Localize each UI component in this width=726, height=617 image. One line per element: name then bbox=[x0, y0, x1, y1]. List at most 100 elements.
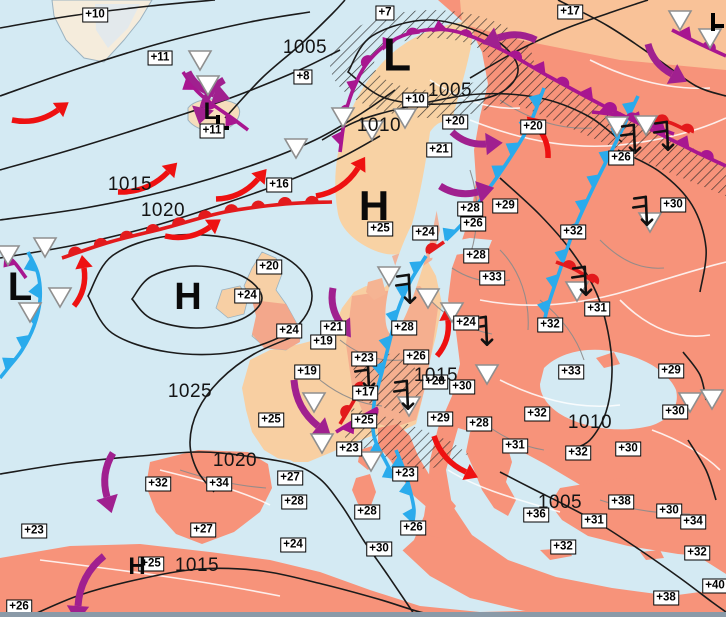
temp-label: +8 bbox=[293, 69, 313, 85]
purple-arrow-icon bbox=[290, 379, 332, 437]
temp-label: +34 bbox=[206, 476, 232, 492]
purple-arrow-icon bbox=[96, 451, 118, 514]
isobar-line bbox=[499, 177, 613, 451]
pressure-center-l: L bbox=[7, 265, 33, 309]
temp-label: +30 bbox=[615, 441, 641, 457]
shower-triangle-icon bbox=[474, 364, 500, 386]
pressure-label: 1015 bbox=[107, 174, 153, 195]
temp-label: +24 bbox=[234, 288, 260, 304]
pressure-label: 1005 bbox=[282, 37, 328, 58]
shower-triangle-icon bbox=[677, 392, 703, 414]
temp-label: +27 bbox=[190, 522, 216, 538]
temp-label: +31 bbox=[502, 438, 528, 454]
temp-label: +23 bbox=[351, 351, 377, 367]
temp-label: +32 bbox=[145, 476, 171, 492]
pressure-center-h: H bbox=[174, 275, 202, 318]
temp-label: +40 bbox=[702, 578, 726, 594]
land-cyprus bbox=[640, 550, 664, 560]
temp-label: +26 bbox=[403, 349, 429, 365]
purple-arrow-icon bbox=[482, 27, 538, 49]
temp-label: +38 bbox=[608, 494, 634, 510]
shower-triangle-icon bbox=[699, 389, 725, 411]
temp-label: +30 bbox=[366, 541, 392, 557]
temp-label: +24 bbox=[276, 323, 302, 339]
temp-label: +26 bbox=[460, 216, 486, 232]
temp-label: +25 bbox=[258, 412, 284, 428]
pressure-label: 1020 bbox=[140, 200, 186, 221]
red-arrow-icon bbox=[164, 219, 221, 241]
shower-triangle-icon bbox=[195, 75, 221, 97]
temp-label: +28 bbox=[463, 248, 489, 264]
temp-label: +26 bbox=[400, 520, 426, 536]
isobar-line bbox=[687, 439, 717, 501]
purple-arrow-icon bbox=[438, 181, 495, 203]
temp-label: +25 bbox=[138, 556, 164, 572]
land-turkey bbox=[550, 478, 726, 558]
temp-label: +32 bbox=[684, 545, 710, 561]
shower-triangle-icon bbox=[17, 302, 43, 324]
land-crimea bbox=[596, 352, 620, 368]
red-arrow-icon bbox=[71, 254, 93, 308]
temp-label: +32 bbox=[524, 406, 550, 422]
temp-label: +24 bbox=[453, 315, 479, 331]
isobar-line bbox=[0, 0, 216, 29]
isobar-line bbox=[224, 0, 346, 119]
shower-triangle-icon bbox=[283, 138, 309, 160]
pressure-center-l: L bbox=[203, 98, 219, 126]
wind-barb-icon bbox=[392, 379, 415, 411]
temp-label: +23 bbox=[392, 466, 418, 482]
shower-triangle-icon bbox=[633, 115, 659, 137]
temp-label: +24 bbox=[412, 225, 438, 241]
cold-front-line bbox=[0, 251, 43, 380]
temp-label: +10 bbox=[402, 92, 428, 108]
temp-label: +17 bbox=[352, 385, 378, 401]
temp-label: +30 bbox=[660, 197, 686, 213]
temp-label: +28 bbox=[457, 201, 483, 217]
temp-label: +30 bbox=[662, 404, 688, 420]
temp-label: +32 bbox=[537, 317, 563, 333]
warm-front-line bbox=[425, 240, 446, 255]
wind-barb-icon bbox=[631, 195, 654, 227]
shower-triangle-icon bbox=[376, 266, 402, 288]
purple-arrow-icon bbox=[644, 42, 687, 84]
land-north-africa bbox=[0, 544, 726, 617]
land-sicily bbox=[418, 518, 454, 538]
temp-label: +33 bbox=[558, 364, 584, 380]
isobar-line bbox=[321, 92, 623, 143]
shower-triangle-icon bbox=[301, 392, 327, 414]
shower-triangle-icon bbox=[439, 302, 465, 324]
temp-label: +19 bbox=[310, 334, 336, 350]
isobar-line bbox=[130, 265, 263, 329]
pressure-label: 1005 bbox=[427, 80, 473, 101]
pressure-label: 1010 bbox=[356, 115, 402, 136]
shower-triangle-icon bbox=[392, 108, 418, 130]
temp-label: +26 bbox=[6, 599, 32, 615]
wind-barb-icon bbox=[652, 120, 675, 152]
hatch-area bbox=[330, 10, 534, 118]
temp-label: +23 bbox=[21, 523, 47, 539]
temp-label: +32 bbox=[550, 539, 576, 555]
isobar-line bbox=[499, 471, 726, 613]
temp-label: +32 bbox=[565, 445, 591, 461]
isobar-line bbox=[0, 451, 417, 617]
purple-arrow-icon bbox=[184, 70, 231, 105]
temp-label: +20 bbox=[520, 119, 546, 135]
occluded-front-line bbox=[331, 20, 726, 168]
temp-label: +21 bbox=[320, 320, 346, 336]
pressure-center-l: L bbox=[382, 28, 412, 81]
shower-symbols bbox=[0, 10, 725, 473]
temp-label: +21 bbox=[426, 142, 452, 158]
temp-label: +25 bbox=[367, 221, 393, 237]
isobar-line bbox=[469, 0, 649, 79]
temp-label: +38 bbox=[653, 590, 679, 606]
isobar-line bbox=[0, 89, 396, 221]
land-denmark bbox=[366, 278, 386, 300]
temp-label: +28 bbox=[281, 494, 307, 510]
temp-label: +29 bbox=[427, 411, 453, 427]
red-arrow-icon bbox=[315, 156, 366, 199]
isobar-line bbox=[27, 567, 449, 617]
pressure-center-h: H bbox=[128, 553, 146, 581]
isobar-line bbox=[87, 233, 313, 356]
